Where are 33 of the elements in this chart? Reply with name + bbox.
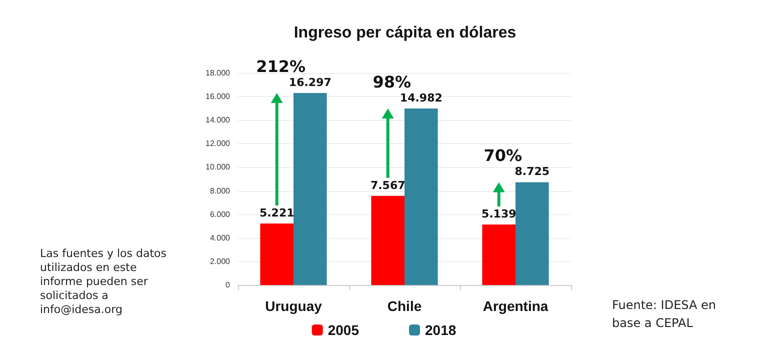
data-label: 8.725 [514, 165, 550, 178]
annotation: 70% [484, 146, 522, 166]
bar [294, 93, 327, 285]
y-tick-label: 0 [226, 280, 231, 290]
y-tick-label: 14.000 [206, 116, 231, 125]
bar [404, 108, 438, 285]
bar [482, 224, 516, 285]
x-tick-label: Argentina [482, 298, 548, 314]
y-tick-label: 6.000 [210, 210, 231, 219]
y-tick-label: 10.000 [206, 162, 231, 172]
bar [371, 196, 404, 285]
y-tick-label: 12.000 [206, 139, 231, 148]
bar [516, 182, 549, 285]
legend-label: 2018 [425, 322, 456, 338]
y-tick-label: 2.000 [210, 256, 231, 266]
text: Las fuentes y los datos utilizados en este informe pueden ser solicitados a info@idesa.org [40, 247, 168, 317]
legend-label: 2005 [328, 322, 360, 338]
y-tick-label: 16.000 [206, 92, 231, 102]
chart-title: Ingreso per cápita en dólares [294, 24, 516, 42]
data-label: 7.567 [370, 178, 406, 192]
data-label: 16.297 [288, 76, 332, 90]
bar [260, 224, 294, 285]
source-note: Fuente: IDESA en base a CEPAL [612, 297, 717, 332]
y-tick-label: 8.000 [210, 186, 231, 196]
data-label: 5.139 [481, 207, 516, 220]
y-tick-label: 4.000 [210, 233, 231, 242]
x-tick-label: Uruguay [265, 298, 322, 314]
data-label: 5.221 [259, 206, 294, 220]
annotation: 98% [372, 72, 411, 92]
x-tick-label: Chile [387, 298, 422, 314]
data-label: 14.982 [400, 92, 442, 105]
y-tick-label: 18.000 [206, 68, 231, 78]
annotation: 212% [256, 57, 306, 76]
